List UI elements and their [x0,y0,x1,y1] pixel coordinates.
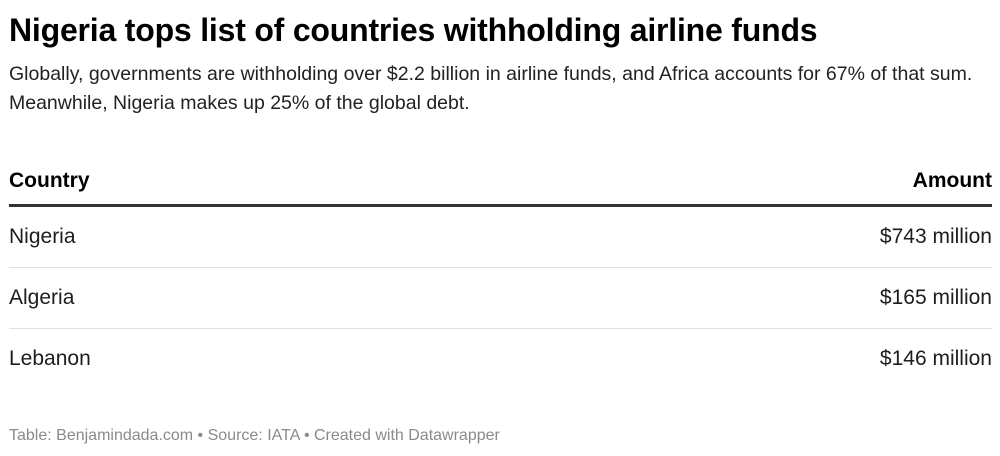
amount-cell: $146 million [879,347,992,370]
data-table: Country Amount Nigeria $743 million Alge… [9,158,992,389]
chart-title: Nigeria tops list of countries withholdi… [9,12,818,48]
column-header-amount[interactable]: Amount [423,158,992,207]
source-footer: Table: Benjamindada.com • Source: IATA •… [9,427,500,444]
amount-cell: $165 million [423,267,992,329]
chart-subtitle: Globally, governments are withholding ov… [9,63,973,114]
table-header-row: Country Amount [9,158,992,207]
table-row: Algeria $165 million [9,267,992,329]
country-cell: Lebanon [9,347,91,370]
country-cell: Nigeria [9,205,424,268]
table-row: Lebanon $146 million [9,329,992,390]
column-header-country[interactable]: Country [9,158,424,207]
table-row: Nigeria $743 million [9,205,992,268]
amount-cell: $743 million [423,205,992,268]
country-cell: Algeria [9,267,424,329]
chart-container: Nigeria tops list of countries withholdi… [9,0,992,389]
